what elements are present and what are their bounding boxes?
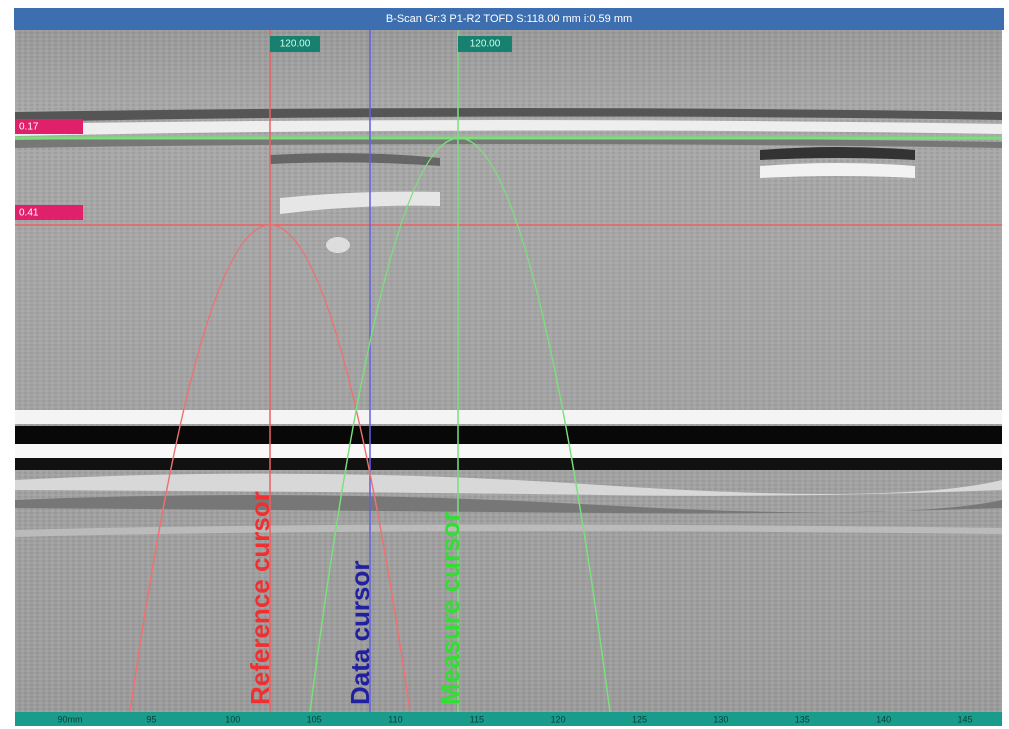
- scale-label: 90mm: [57, 714, 82, 724]
- annotation: Reference cursor: [245, 491, 275, 705]
- depth-label: 0.17: [19, 122, 39, 133]
- depth-label: 0.41: [19, 208, 39, 219]
- tofd-window: B-Scan Gr:3 P1-R2 TOFD S:118.00 mm i:0.5…: [0, 0, 1009, 729]
- annotation: Data cursor: [345, 561, 375, 706]
- scale-label: 110: [388, 714, 402, 724]
- scale-label: 105: [307, 714, 322, 724]
- scale-label: 130: [713, 714, 728, 724]
- scale-label: 95: [146, 714, 156, 724]
- scale-label: 100: [225, 714, 240, 724]
- scale-label: 145: [957, 714, 972, 724]
- measure-cursor-value: 120.00: [470, 39, 501, 50]
- annotation: Measure cursor: [435, 511, 465, 705]
- scale-bar: [15, 712, 1002, 726]
- scale-label: 125: [632, 714, 647, 724]
- bscan-image: [15, 30, 1002, 712]
- window-title: B-Scan Gr:3 P1-R2 TOFD S:118.00 mm i:0.5…: [386, 13, 632, 25]
- scale-label: 140: [876, 714, 891, 724]
- reference-cursor-value: 120.00: [280, 39, 311, 50]
- scale-label: 115: [470, 714, 484, 724]
- scale-label: 135: [795, 714, 810, 724]
- scale-label: 120: [551, 714, 566, 724]
